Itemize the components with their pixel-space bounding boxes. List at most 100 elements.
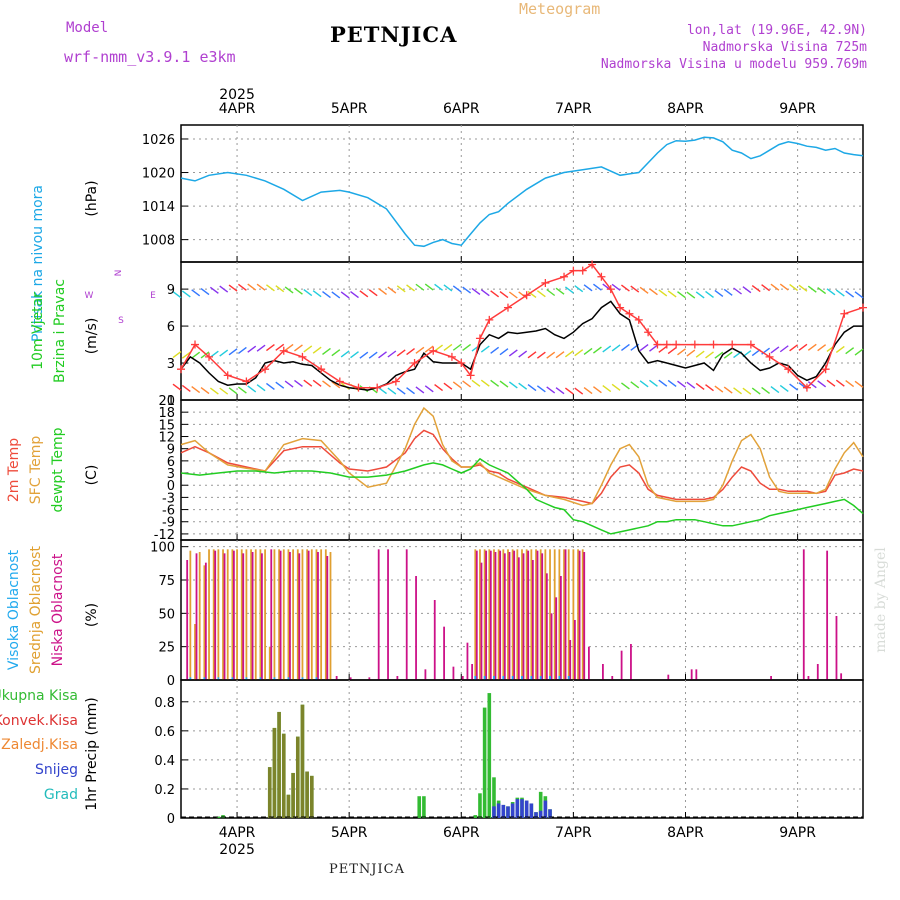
bar-visoka-oblacnost	[511, 676, 514, 680]
gust-marker	[560, 272, 569, 281]
wind-barb	[770, 346, 780, 354]
bar-niska-oblacnost	[630, 644, 632, 680]
wind-barb	[462, 286, 472, 294]
wind-barb	[817, 380, 827, 388]
wind-barb	[518, 350, 528, 358]
unit-label: (m/s)	[84, 318, 100, 355]
bar-niska-oblacnost	[602, 664, 604, 680]
precip-legend-item: Ukupna Kisa	[0, 688, 78, 704]
y-tick-label: 1014	[142, 200, 175, 215]
gust-marker	[205, 352, 214, 361]
bar-niska-oblacnost	[298, 553, 301, 680]
wind-barb	[303, 379, 313, 387]
bar-konvek-kisa	[300, 704, 305, 818]
wind-barb	[695, 382, 705, 390]
wind-barb	[677, 348, 686, 356]
bar-niska-oblacnost	[690, 669, 693, 680]
wind-barb	[443, 382, 453, 390]
bar-srednja-oblacnost	[264, 549, 266, 680]
bar-visoka-oblacnost	[217, 677, 220, 680]
wind-barb	[378, 387, 387, 395]
y-tick-label: -3	[162, 491, 175, 506]
wind-barb	[303, 288, 313, 297]
precip-legend-item: Grad	[44, 787, 78, 803]
wind-barb	[714, 289, 724, 298]
wind-barb	[480, 289, 490, 297]
y-tick-label: -12	[154, 528, 175, 543]
bar-srednja-oblacnost	[250, 549, 252, 680]
wind-barb	[322, 347, 331, 356]
bar-konvek-kisa	[309, 775, 314, 818]
gust-marker	[662, 340, 671, 349]
y-tick-label: 75	[158, 574, 175, 589]
model-label: Model	[66, 20, 109, 36]
bar-srednja-oblacnost	[240, 549, 243, 680]
wind-barb	[378, 287, 387, 295]
wind-barb	[181, 384, 191, 393]
y-tick-label: 3	[167, 467, 175, 482]
wind-barb	[396, 285, 406, 293]
bar-srednja-oblacnost	[259, 549, 262, 680]
unit-label: (%)	[84, 603, 100, 627]
bar-niska-oblacnost	[223, 553, 226, 680]
bar-snijeg	[524, 800, 529, 818]
bar-konvek-kisa	[267, 767, 272, 818]
bar-srednja-oblacnost	[254, 549, 257, 680]
panel-temperature	[180, 399, 864, 541]
bar-niska-oblacnost	[307, 550, 310, 680]
wind-barb	[228, 387, 238, 395]
top-day-label: 7APR	[555, 101, 592, 117]
wind-barb	[266, 382, 275, 390]
wind-barb	[406, 348, 415, 356]
wind-barb	[209, 387, 219, 395]
wind-barb	[340, 291, 350, 299]
gust-marker	[644, 328, 653, 337]
y-tick-label: 6	[167, 455, 175, 470]
bar-srednja-oblacnost	[474, 549, 477, 680]
panel-label: Visoka Oblacnost	[6, 549, 22, 670]
wind-barb	[798, 284, 808, 292]
panel-label: Niska Oblacnost	[50, 553, 66, 666]
bar-niska-oblacnost	[279, 550, 282, 680]
wind-barb	[443, 343, 453, 352]
wind-barb	[574, 285, 584, 293]
wind-barb	[779, 384, 789, 392]
bar-srednja-oblacnost	[572, 549, 575, 680]
bar-srednja-oblacnost	[530, 549, 533, 680]
bar-niska-oblacnost	[499, 550, 502, 680]
bar-srednja-oblacnost	[282, 549, 285, 680]
wind-barb	[677, 291, 686, 299]
bar-visoka-oblacnost	[273, 677, 276, 680]
gust-marker	[298, 352, 307, 361]
top-day-label: 5APR	[331, 101, 368, 117]
precip-axis-label: 1hr Precip (mm)	[84, 697, 100, 810]
bar-konvek-kisa	[291, 772, 295, 818]
wind-barb	[191, 386, 201, 394]
model-altitude-text: Nadmorska Visina u modelu 959.769m	[600, 57, 867, 72]
gust-marker	[765, 352, 774, 361]
wind-barb	[733, 287, 742, 295]
bottom-day-label: 4APR	[219, 825, 256, 841]
y-tick-label: 6	[167, 320, 175, 335]
series-line	[180, 136, 864, 248]
wind-barb	[564, 387, 574, 395]
bar-srednja-oblacnost	[507, 549, 509, 680]
bar-srednja-oblacnost	[217, 549, 220, 680]
bar-snijeg	[538, 810, 543, 818]
wind-barb	[172, 351, 182, 359]
wind-barb	[527, 351, 537, 359]
wind-barb	[312, 290, 322, 298]
bar-ukupna-kisa	[538, 791, 543, 818]
bar-niska-oblacnost	[242, 553, 245, 680]
bar-niska-oblacnost	[317, 552, 319, 680]
wind-barb	[807, 285, 817, 293]
panel-label: Pritisak na nivou mora	[30, 185, 46, 342]
wind-barb	[378, 351, 387, 359]
wind-barb	[340, 350, 350, 358]
wind-barb	[807, 343, 817, 351]
wind-barb	[350, 351, 359, 359]
wind-barb	[312, 379, 322, 387]
gust-marker	[859, 303, 867, 312]
wind-barb	[536, 385, 546, 393]
wind-barb	[658, 345, 668, 353]
